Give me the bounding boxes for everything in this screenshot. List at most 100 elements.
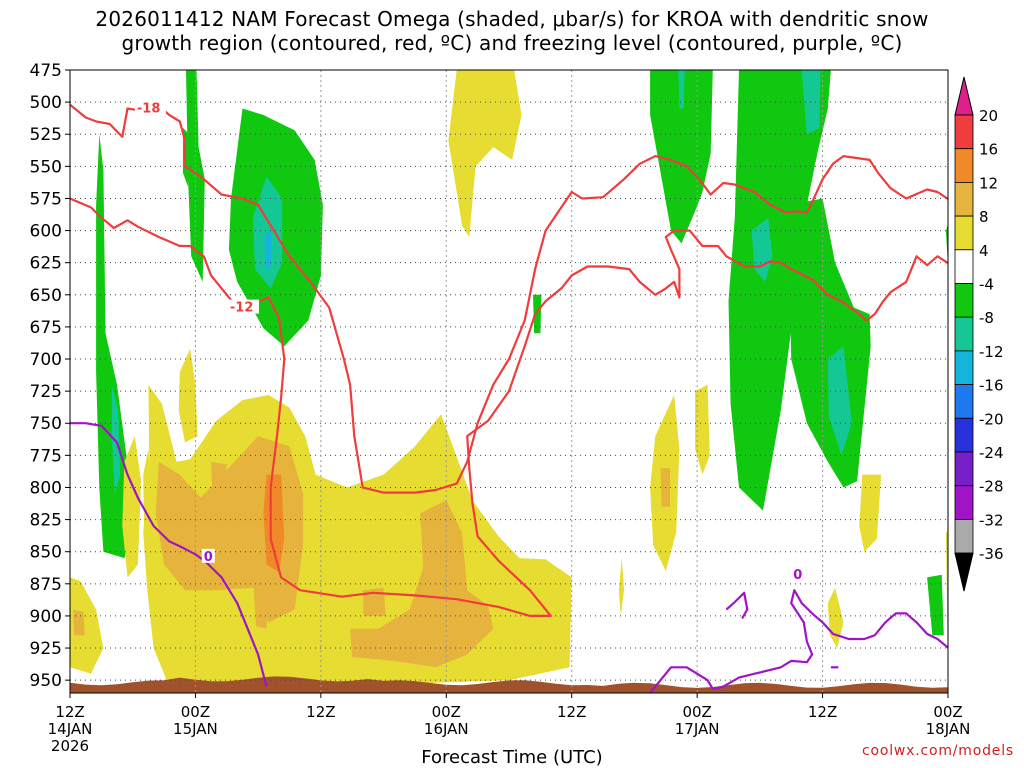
colorbar-bin-9 [954, 417, 974, 453]
contour-line-4 [725, 591, 749, 620]
colorbar-label-12: -32 [979, 511, 1004, 529]
colorbar-bin-11 [954, 485, 974, 520]
colorbar-bin-5 [954, 283, 974, 318]
y-tick-label-950: 950 [30, 671, 62, 691]
colorbar-label-5: -4 [979, 276, 994, 294]
omega-region-19 [73, 609, 85, 636]
colorbar-bin-3 [954, 215, 974, 251]
y-tick-label-650: 650 [30, 286, 62, 306]
y-tick-label-800: 800 [30, 478, 62, 498]
omega-region-28 [362, 587, 386, 616]
colorbar-bin-4 [954, 249, 974, 284]
x-tick-label-2-0: 12Z [306, 703, 335, 721]
omega-region-18 [70, 577, 104, 674]
omega-region-16 [945, 224, 948, 266]
chart-title-line1: 2026011412 NAM Forecast Omega (shaded, μ… [95, 7, 929, 31]
y-tick-label-500: 500 [30, 93, 62, 113]
omega-region-12 [789, 198, 871, 488]
y-tick-label-775: 775 [30, 446, 62, 466]
colorbar-bin-6 [954, 316, 974, 352]
y-tick-label-525: 525 [30, 125, 62, 145]
y-tick-label-550: 550 [30, 157, 62, 177]
colorbar-bin-2 [954, 181, 974, 217]
contour-label-bg-1 [227, 299, 259, 314]
colorbar-label-11: -28 [979, 478, 1004, 496]
y-tick-label-900: 900 [30, 607, 62, 627]
x-axis-label: Forecast Time (UTC) [421, 747, 603, 768]
colorbar-label-3: 8 [979, 208, 989, 226]
omega-region-15 [927, 574, 944, 636]
colorbar-bin-7 [954, 350, 974, 385]
x-tick-label-7-0: 00Z [933, 703, 962, 721]
omega-region-27 [211, 461, 227, 488]
y-tick-label-875: 875 [30, 575, 62, 595]
y-tick-label-725: 725 [30, 382, 62, 402]
omega-region-23 [178, 348, 198, 443]
x-tick-label-3-1: 16JAN [424, 720, 469, 738]
colorbar-bin-8 [954, 384, 974, 419]
omega-region-7 [533, 294, 542, 334]
omega-region-17 [948, 308, 954, 385]
colorbar-bin-1 [954, 148, 974, 183]
contour-label-2: 0 [204, 550, 213, 565]
chart-title-line2: growth region (contoured, red, ºC) and f… [121, 31, 903, 55]
x-tick-label-0-1: 14JAN [48, 720, 93, 738]
omega-region-37 [945, 530, 948, 668]
colorbar-label-0: 20 [979, 107, 998, 125]
colorbar-bin-0 [954, 114, 974, 150]
x-tick-label-1-1: 15JAN [173, 720, 218, 738]
omega-region-34 [695, 384, 710, 475]
omega-region-36 [859, 474, 882, 552]
x-tick-label-3-0: 00Z [432, 703, 461, 721]
omega-region-10 [728, 70, 831, 511]
colorbar-bin-10 [954, 451, 974, 487]
y-tick-label-475: 475 [30, 61, 62, 81]
y-tick-label-625: 625 [30, 254, 62, 274]
colorbar-label-10: -24 [979, 444, 1004, 462]
colorbar-label-1: 16 [979, 141, 998, 159]
y-tick-label-575: 575 [30, 189, 62, 209]
y-tick-label-700: 700 [30, 350, 62, 370]
contour-label-1: -12 [230, 301, 254, 316]
colorbar-label-2: 12 [979, 174, 998, 192]
contour-label-0: -18 [137, 102, 161, 117]
colorbar-label-8: -16 [979, 377, 1004, 395]
y-tick-label-825: 825 [30, 511, 62, 531]
contour-label-3: 0 [793, 568, 802, 583]
x-tick-label-6-0: 12Z [808, 703, 837, 721]
colorbar-bin-12 [954, 519, 974, 554]
contour-label-bg-0 [134, 100, 166, 115]
x-tick-label-0-2: 2026 [51, 737, 89, 755]
y-tick-label-600: 600 [30, 222, 62, 242]
y-tick-label-675: 675 [30, 318, 62, 338]
contour-label-bg-3 [791, 566, 805, 581]
x-tick-label-5-1: 17JAN [675, 720, 720, 738]
y-tick-label-925: 925 [30, 639, 62, 659]
contour-line-0 [70, 103, 948, 494]
plot-frame [69, 69, 949, 694]
colorbar-label-9: -20 [979, 410, 1004, 428]
colorbar-label-6: -8 [979, 309, 994, 327]
omega-region-13 [801, 70, 821, 135]
credit-text: coolwx.com/models [861, 743, 1014, 759]
omega-region-9 [678, 70, 685, 109]
contour-label-bg-2 [201, 548, 215, 563]
x-tick-label-4-0: 12Z [557, 703, 586, 721]
colorbar-label-4: 4 [979, 242, 989, 260]
omega-region-35 [827, 587, 844, 648]
colorbar-label-13: -36 [979, 545, 1004, 563]
omega-region-29 [350, 500, 494, 668]
x-tick-label-5-0: 00Z [682, 703, 711, 721]
colorbar-bottom-arrow [954, 552, 974, 592]
omega-region-1 [111, 384, 121, 494]
omega-region-14 [827, 346, 852, 456]
colorbar-label-7: -12 [979, 343, 1004, 361]
y-tick-label-850: 850 [30, 543, 62, 563]
omega-region-30 [448, 70, 522, 237]
y-tick-label-750: 750 [30, 414, 62, 434]
x-tick-label-1-0: 00Z [181, 703, 210, 721]
omega-region-26 [252, 577, 269, 629]
terrain-ground [70, 676, 948, 693]
colorbar-top-arrow [954, 76, 974, 116]
